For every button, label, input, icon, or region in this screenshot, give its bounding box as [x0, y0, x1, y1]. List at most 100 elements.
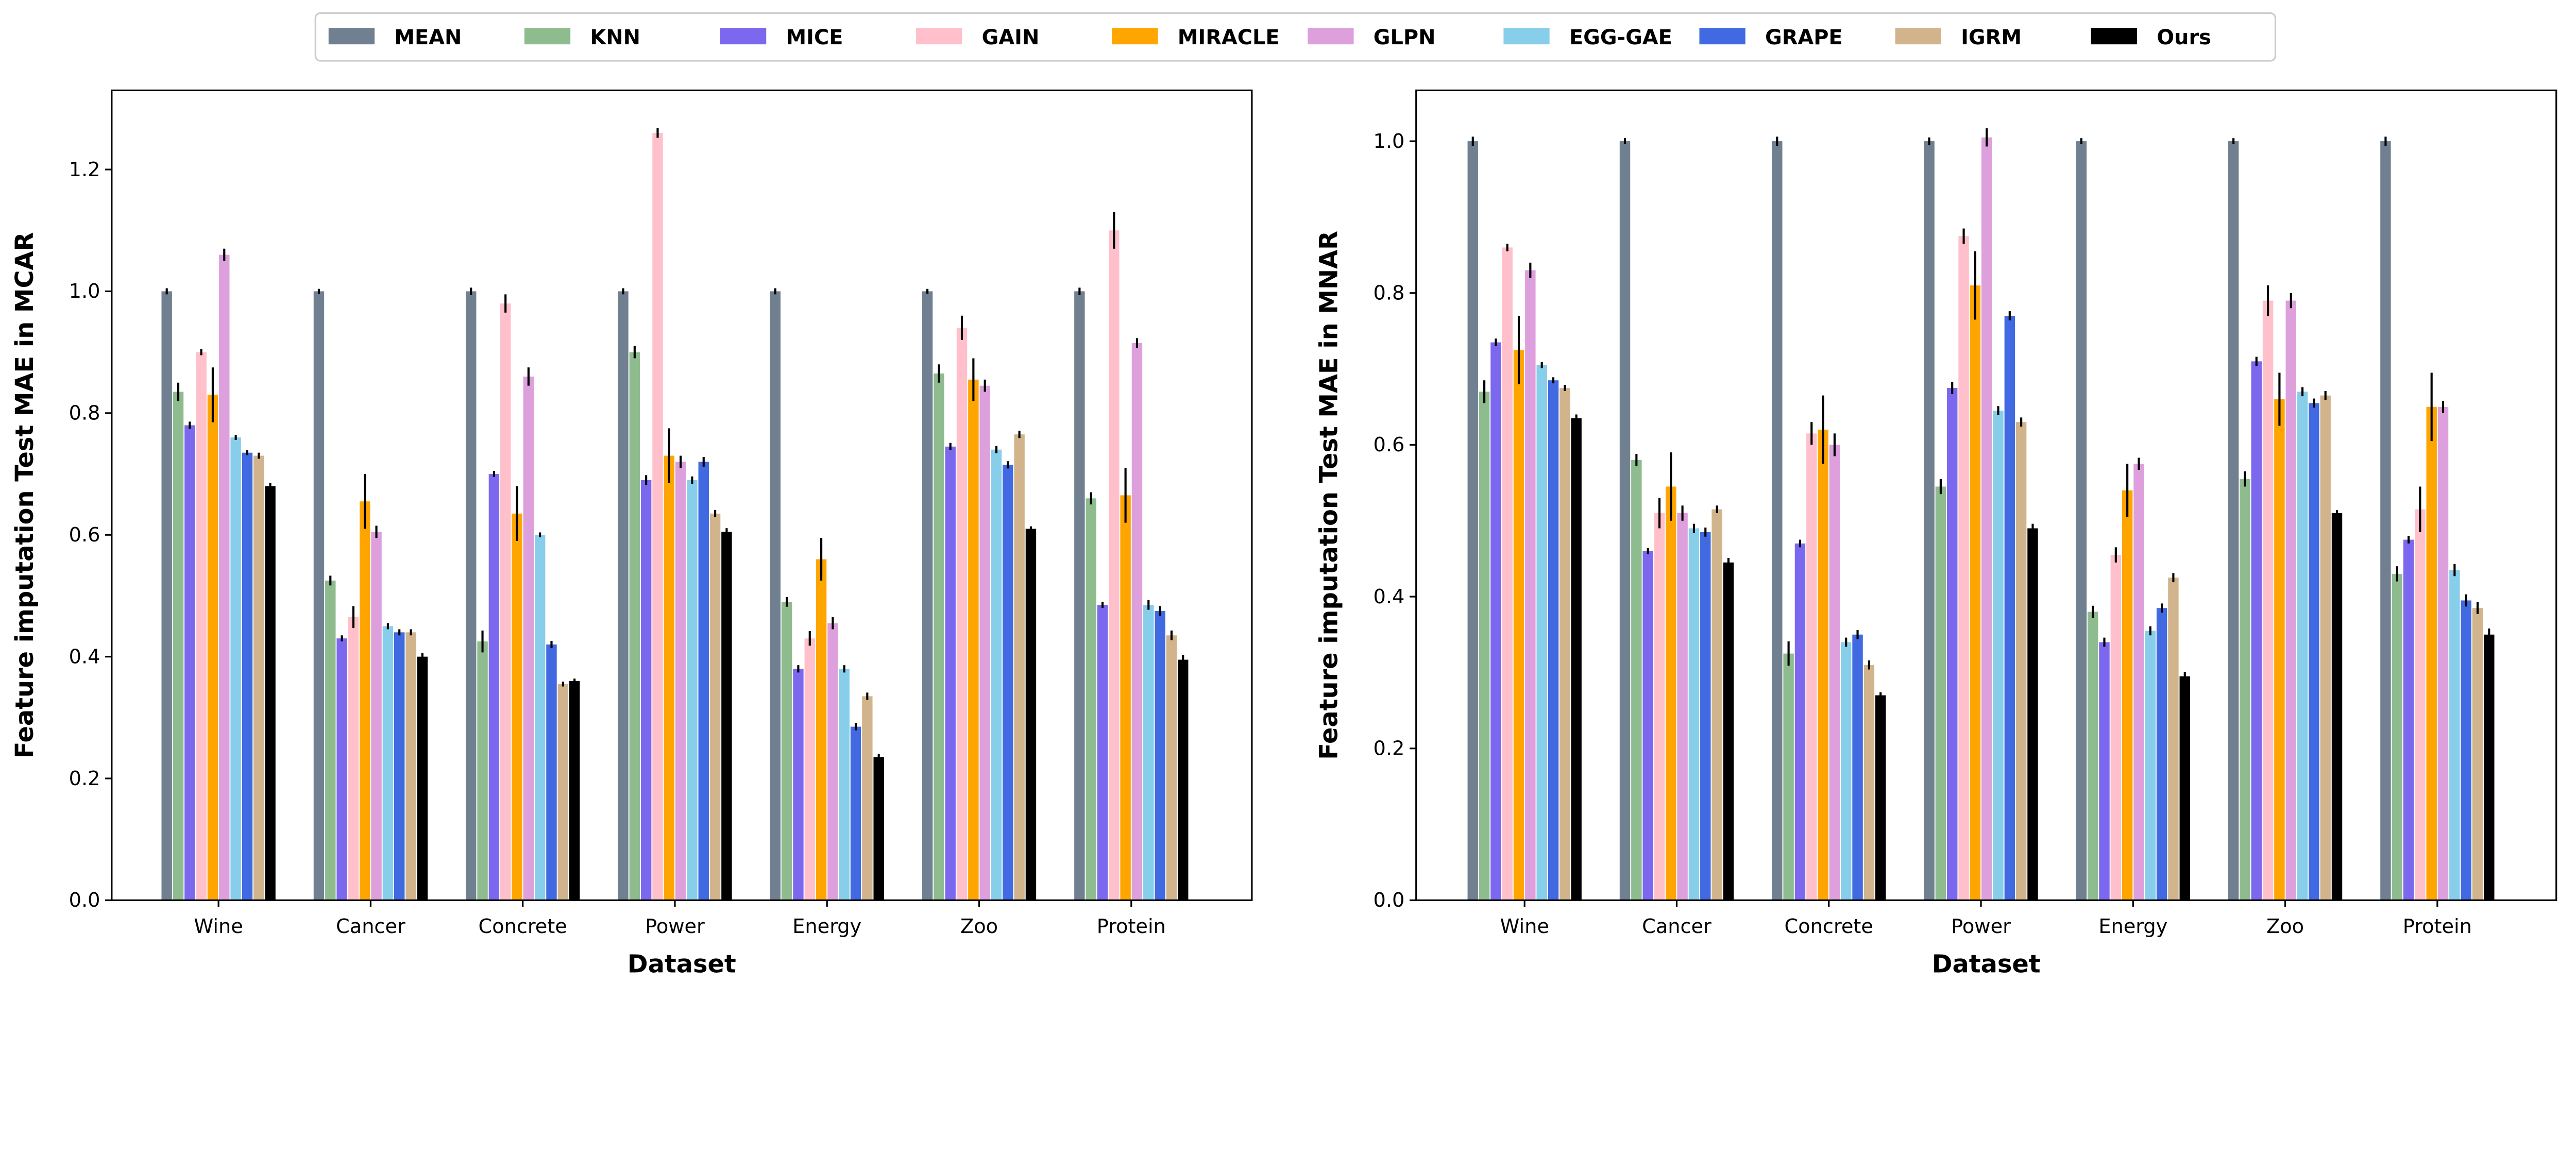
- bar-gain-concrete: [1806, 433, 1817, 901]
- bar-igrm-energy: [862, 696, 873, 901]
- y-tick-label: 1.2: [69, 158, 100, 181]
- bar-igrm-zoo: [1014, 434, 1025, 901]
- bar-miracle-power: [664, 455, 674, 901]
- y-tick-label: 0.6: [1374, 433, 1405, 456]
- bar-miracle-zoo: [968, 379, 979, 901]
- bar-gain-cancer: [1654, 513, 1665, 901]
- y-axis-label: Feature imputation Test MAE in MNAR: [1315, 231, 1344, 760]
- legend-swatch-mice: [720, 28, 767, 45]
- bar-igrm-concrete: [1863, 665, 1875, 901]
- legend-label-egg-gae: EGG-GAE: [1569, 26, 1672, 49]
- bar-mean-energy: [2076, 141, 2087, 901]
- bar-igrm-zoo: [2320, 395, 2331, 901]
- bar-grape-wine: [1548, 380, 1559, 901]
- legend-label-igrm: IGRM: [1961, 26, 2022, 49]
- x-tick-label-zoo: Zoo: [2266, 915, 2304, 938]
- y-tick-label: 1.0: [1374, 130, 1405, 153]
- y-tick-label: 0.0: [69, 889, 100, 912]
- bar-igrm-concrete: [557, 684, 569, 901]
- bar-egg-gae-concrete: [534, 535, 546, 901]
- bar-egg-gae-energy: [839, 669, 850, 901]
- bar-grape-zoo: [1003, 465, 1013, 901]
- bar-mice-energy: [2099, 642, 2110, 901]
- bar-glpn-wine: [1525, 270, 1536, 901]
- bar-grape-wine: [242, 452, 253, 901]
- bar-mean-protein: [1074, 291, 1085, 901]
- bar-gain-wine: [196, 352, 207, 901]
- bar-knn-power: [1935, 486, 1946, 901]
- bar-miracle-wine: [207, 395, 218, 901]
- bar-glpn-energy: [827, 623, 838, 901]
- x-tick-label-protein: Protein: [2403, 915, 2472, 938]
- x-axis-label: Dataset: [628, 951, 736, 979]
- bar-glpn-concrete: [1829, 445, 1840, 901]
- bar-gain-energy: [804, 638, 815, 901]
- bar-grape-power: [2004, 315, 2015, 901]
- bar-miracle-cancer: [360, 501, 370, 901]
- bar-mice-cancer: [1642, 551, 1653, 901]
- bar-miracle-power: [1970, 285, 1981, 901]
- bar-knn-protein: [2392, 573, 2402, 901]
- bar-glpn-cancer: [1677, 513, 1688, 901]
- bar-grape-cancer: [394, 632, 405, 901]
- bar-knn-wine: [1479, 392, 1490, 901]
- bar-glpn-zoo: [979, 385, 990, 901]
- legend-label-miracle: MIRACLE: [1178, 26, 1280, 49]
- bar-knn-concrete: [477, 641, 488, 901]
- bar-egg-gae-protein: [1143, 605, 1154, 901]
- bar-knn-protein: [1086, 498, 1096, 901]
- bar-mice-protein: [1097, 605, 1108, 901]
- bar-igrm-protein: [2472, 608, 2483, 901]
- legend-swatch-grape: [1699, 28, 1745, 45]
- y-tick-label: 0.0: [1374, 889, 1405, 912]
- bar-igrm-wine: [1560, 387, 1570, 901]
- y-tick-label: 0.8: [69, 402, 100, 425]
- bar-egg-gae-power: [687, 480, 698, 901]
- bar-igrm-cancer: [1711, 509, 1722, 901]
- y-tick-label: 0.8: [1374, 282, 1405, 305]
- bar-knn-zoo: [934, 374, 944, 901]
- bar-knn-zoo: [2240, 479, 2250, 901]
- bar-igrm-energy: [2168, 578, 2179, 901]
- bar-glpn-power: [1981, 137, 1992, 901]
- bar-mice-energy: [793, 669, 804, 901]
- bar-gain-power: [652, 133, 663, 901]
- bar-mice-power: [1947, 387, 1958, 901]
- bar-egg-gae-cancer: [1688, 528, 1700, 901]
- bar-glpn-cancer: [371, 532, 382, 901]
- bar-egg-gae-power: [1993, 411, 2004, 901]
- x-tick-label-wine: Wine: [194, 915, 243, 938]
- bar-knn-cancer: [325, 580, 336, 901]
- bar-mice-concrete: [1794, 543, 1806, 901]
- bar-ours-energy: [873, 757, 884, 901]
- bar-ours-zoo: [1025, 529, 1037, 901]
- y-tick-label: 0.6: [69, 523, 100, 547]
- bar-miracle-wine: [1513, 350, 1524, 901]
- bar-glpn-protein: [2437, 406, 2449, 901]
- bar-gain-energy: [2110, 555, 2122, 901]
- bar-egg-gae-wine: [230, 437, 241, 901]
- bar-grape-protein: [1155, 610, 1165, 901]
- legend-swatch-igrm: [1895, 28, 1941, 45]
- bar-mice-concrete: [488, 474, 500, 901]
- bar-egg-gae-protein: [2449, 570, 2460, 901]
- x-tick-label-energy: Energy: [792, 915, 861, 938]
- bar-gain-cancer: [348, 617, 359, 901]
- bar-egg-gae-cancer: [382, 626, 394, 901]
- bar-igrm-cancer: [405, 632, 416, 901]
- bar-mice-protein: [2403, 539, 2414, 901]
- bar-grape-zoo: [2309, 403, 2319, 901]
- x-axis-label: Dataset: [1932, 951, 2041, 979]
- bar-mean-concrete: [1772, 141, 1783, 901]
- y-tick-label: 0.2: [1374, 737, 1405, 760]
- bar-miracle-energy: [2122, 490, 2133, 901]
- bar-mean-wine: [1467, 141, 1478, 901]
- bar-ours-power: [721, 532, 732, 901]
- bar-miracle-cancer: [1666, 486, 1676, 901]
- bar-mice-wine: [1490, 342, 1501, 901]
- bar-miracle-protein: [1120, 495, 1131, 901]
- y-axis-label: Feature imputation Test MAE in MCAR: [11, 232, 39, 759]
- legend-label-mean: MEAN: [394, 26, 462, 49]
- bar-glpn-zoo: [2285, 300, 2296, 901]
- x-tick-label-cancer: Cancer: [1642, 915, 1711, 938]
